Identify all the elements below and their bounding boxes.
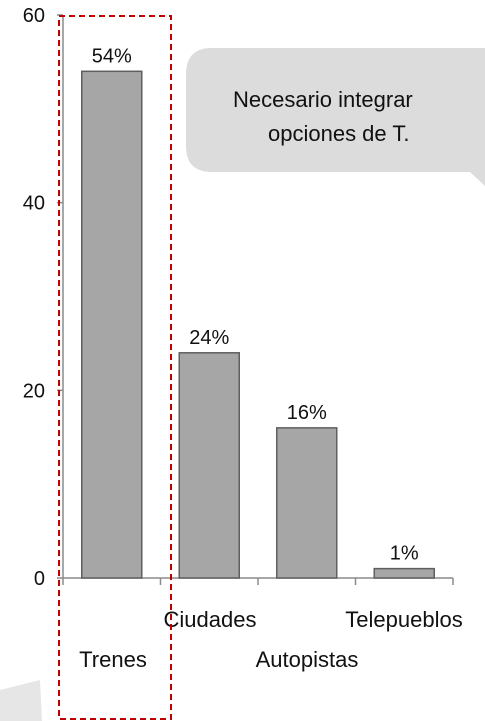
callout-tail	[470, 172, 485, 186]
x-ticks	[62, 578, 454, 585]
callout-line-1: Necesario integrar	[233, 87, 413, 112]
y-tick-label: 0	[34, 568, 45, 590]
bar-ciudades	[178, 352, 240, 579]
y-tick-label: 60	[23, 5, 45, 27]
y-ticks: 0 20 40 60	[23, 5, 63, 590]
bars	[81, 70, 435, 579]
data-label-ciudades: 24%	[189, 327, 229, 349]
data-label-autopistas: 16%	[287, 402, 327, 424]
bar-autopistas	[276, 427, 338, 579]
y-tick-label: 20	[23, 380, 45, 402]
bar-telepueblos	[373, 567, 435, 579]
bar-trenes	[81, 70, 143, 579]
category-label-telepueblos: Telepueblos	[345, 607, 462, 632]
highlight-box	[58, 15, 172, 720]
callout-line-2: opciones de T.	[268, 121, 409, 146]
category-label-trenes: Trenes	[79, 647, 147, 672]
data-label-trenes: 54%	[92, 45, 132, 67]
category-labels: Trenes Ciudades Autopistas Telepueblos	[79, 607, 463, 672]
callout-bubble	[186, 48, 485, 172]
axes: 0 20 40 60	[23, 5, 454, 590]
callout: Necesario integrar opciones de T.	[186, 48, 485, 186]
category-label-autopistas: Autopistas	[256, 647, 359, 672]
category-label-ciudades: Ciudades	[164, 607, 257, 632]
data-labels: 54% 24% 16% 1%	[92, 45, 419, 564]
y-tick-label: 40	[23, 193, 45, 215]
decorative-wedge	[0, 680, 42, 721]
data-label-telepueblos: 1%	[390, 543, 419, 565]
